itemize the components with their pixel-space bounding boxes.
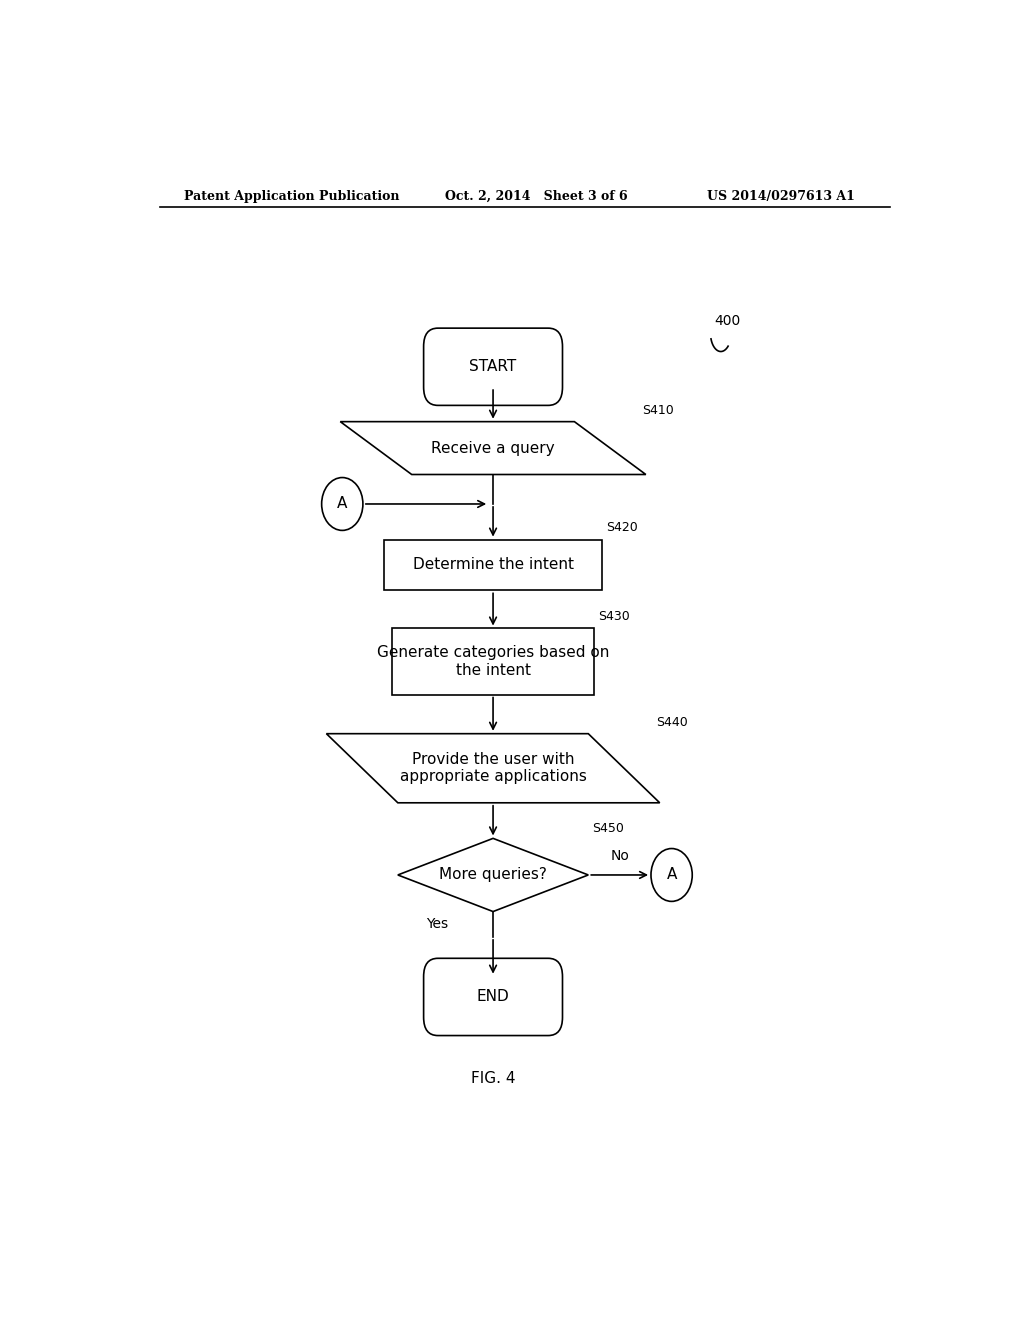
Bar [384, 540, 602, 590]
Text: Determine the intent: Determine the intent [413, 557, 573, 573]
Text: US 2014/0297613 A1: US 2014/0297613 A1 [708, 190, 855, 202]
Text: Oct. 2, 2014   Sheet 3 of 6: Oct. 2, 2014 Sheet 3 of 6 [445, 190, 628, 202]
Text: More queries?: More queries? [439, 867, 547, 883]
Text: S420: S420 [606, 521, 638, 535]
Polygon shape [397, 838, 588, 912]
Polygon shape [340, 421, 646, 474]
Circle shape [322, 478, 362, 531]
Text: START: START [469, 359, 517, 375]
Text: FIG. 4: FIG. 4 [471, 1071, 515, 1086]
Text: END: END [477, 990, 509, 1005]
Text: Patent Application Publication: Patent Application Publication [183, 190, 399, 202]
FancyBboxPatch shape [424, 958, 562, 1036]
FancyBboxPatch shape [424, 329, 562, 405]
Text: S430: S430 [598, 610, 630, 623]
Text: S450: S450 [592, 822, 625, 836]
Text: Generate categories based on
the intent: Generate categories based on the intent [377, 645, 609, 677]
Circle shape [651, 849, 692, 902]
Text: A: A [337, 496, 347, 511]
Text: No: No [610, 849, 629, 863]
Text: S440: S440 [655, 715, 687, 729]
Text: 400: 400 [714, 314, 740, 329]
Text: Yes: Yes [426, 916, 449, 931]
Text: Provide the user with
appropriate applications: Provide the user with appropriate applic… [399, 752, 587, 784]
Polygon shape [327, 734, 659, 803]
Text: A: A [667, 867, 677, 883]
Text: Receive a query: Receive a query [431, 441, 555, 455]
Text: S410: S410 [642, 404, 674, 417]
Bar [392, 628, 594, 694]
